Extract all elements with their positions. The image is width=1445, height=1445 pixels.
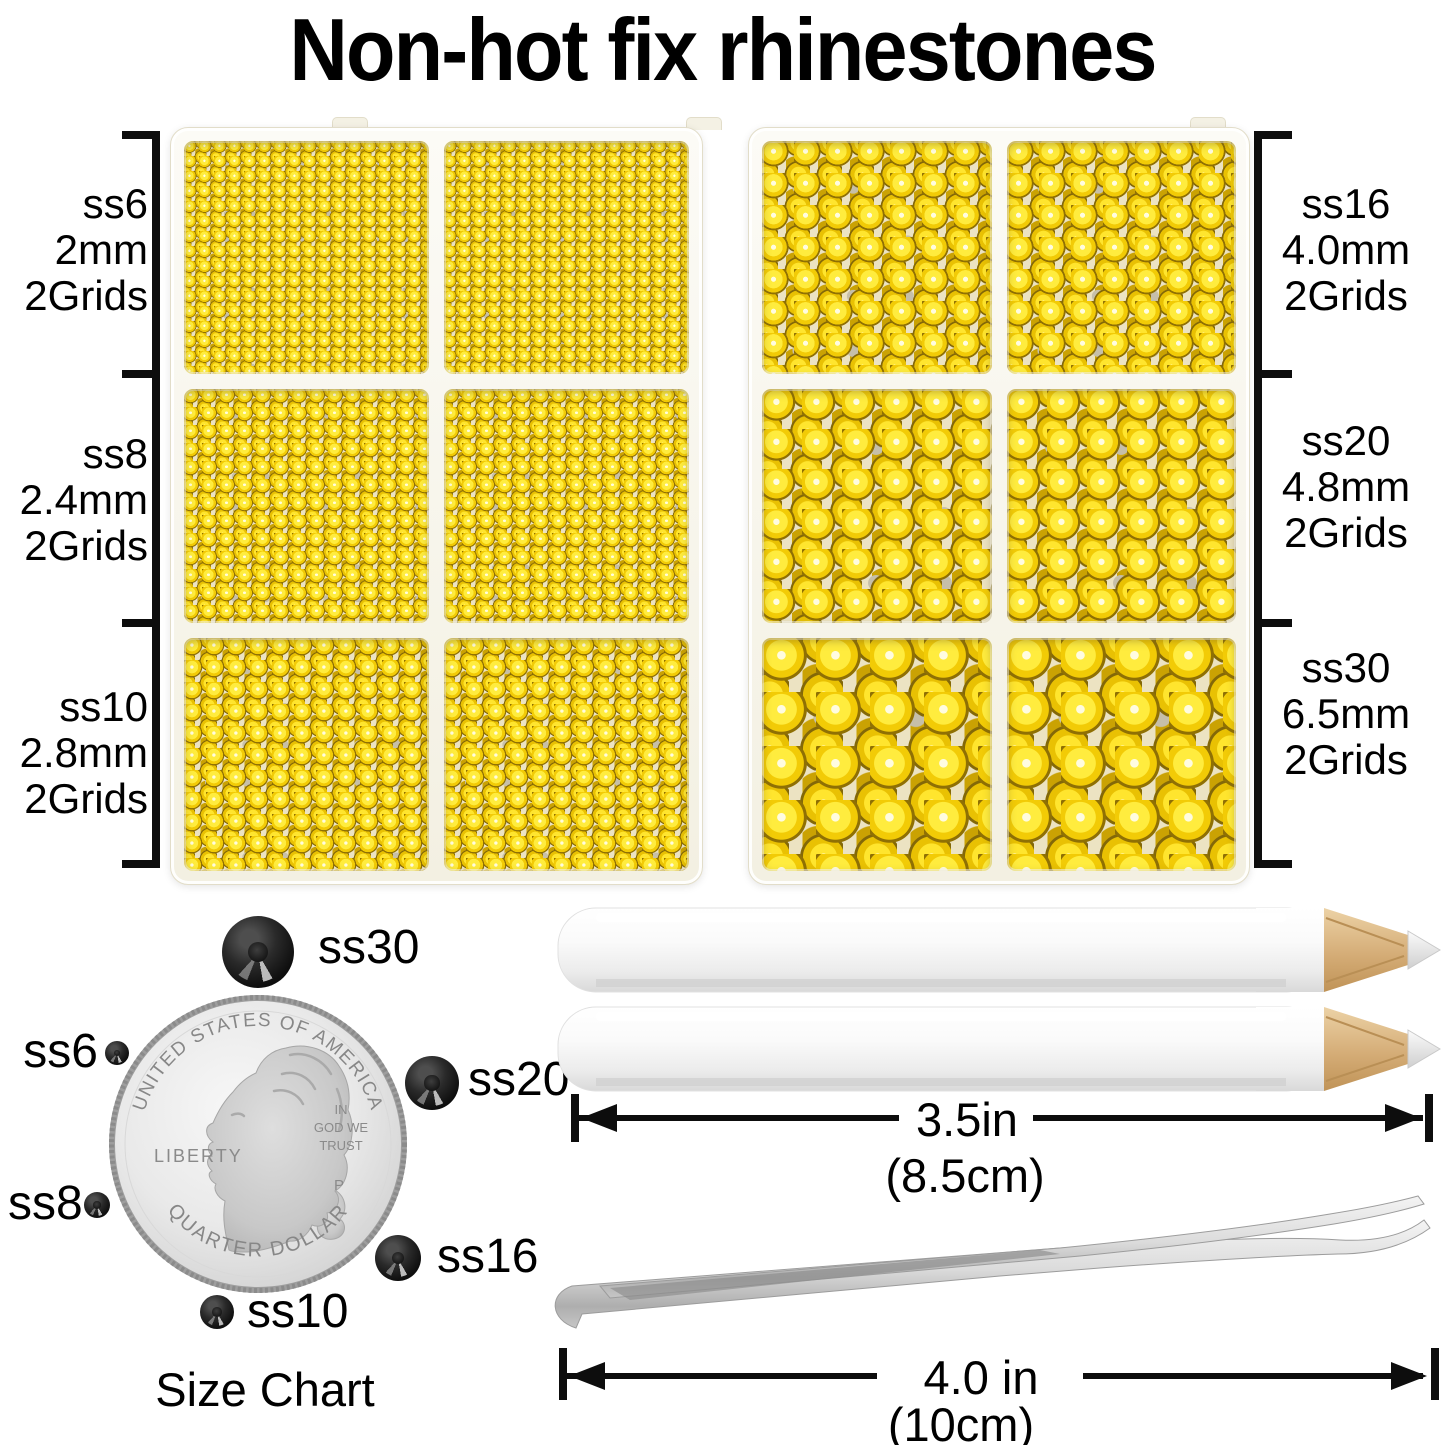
compartment-ss6-2	[444, 141, 689, 375]
compartment-ss10-1	[184, 637, 429, 871]
size-label-ss16: ss16 4.0mm 2Grids	[1268, 181, 1424, 319]
size-grids: 2Grids	[1284, 736, 1408, 783]
coin-mint-mark: P	[334, 1177, 344, 1194]
right-bracket-tick	[1254, 131, 1292, 139]
sample-rhinestone-ss8	[84, 1192, 110, 1218]
dot-label-ss20: ss20	[468, 1053, 570, 1106]
wax-pencil-1	[557, 907, 1441, 993]
measure-end-bar	[1431, 1348, 1439, 1400]
coin-liberty: LIBERTY	[154, 1146, 243, 1166]
washington-profile	[206, 1045, 353, 1253]
sample-rhinestone-ss6	[105, 1041, 129, 1065]
arrow-left	[581, 1104, 617, 1132]
size-label-ss20: ss20 4.8mm 2Grids	[1268, 418, 1424, 556]
size-mm: 4.8mm	[1281, 463, 1411, 510]
size-code: ss16	[1301, 180, 1391, 227]
dot-label-ss16: ss16	[437, 1230, 539, 1283]
dot-label-ss10: ss10	[247, 1285, 349, 1338]
sample-rhinestone-ss10	[200, 1295, 234, 1329]
tweezers-reflection	[610, 1250, 1060, 1300]
pencil-wood-cone	[1324, 908, 1408, 992]
compartment-ss30-2	[1006, 637, 1236, 871]
size-code: ss6	[82, 180, 148, 227]
size-mm: 2.4mm	[19, 476, 148, 523]
rhinestone-box-large-sizes	[748, 127, 1250, 885]
tweezers	[554, 1195, 1431, 1329]
size-mm: 4.0mm	[1281, 226, 1411, 273]
compartment-ss16-2	[1006, 141, 1236, 375]
measure-end-bar	[1425, 1094, 1433, 1142]
left-bracket-tick	[122, 619, 160, 627]
size-code: ss8	[82, 430, 148, 477]
size-mm: 6.5mm	[1281, 690, 1411, 737]
dot-label-ss8: ss8	[8, 1177, 83, 1230]
compartment-ss16-1	[762, 141, 992, 375]
compartment-ss30-1	[762, 637, 992, 871]
coin-motto-line2: GOD WE	[314, 1120, 368, 1135]
left-bracket-tick	[122, 370, 160, 378]
tweezers-measurement: 4.0 in (10cm)	[559, 1348, 1439, 1445]
measure-end-bar	[559, 1348, 567, 1400]
coin-motto-line3: TRUST	[319, 1138, 362, 1153]
sample-rhinestone-ss16	[375, 1235, 421, 1281]
sample-rhinestone-ss20	[405, 1056, 459, 1110]
size-grids: 2Grids	[24, 272, 148, 319]
page-title: Non-hot fix rhinestones	[289, 0, 1157, 99]
left-bracket-line	[152, 131, 160, 868]
size-mm: 2.8mm	[19, 729, 148, 776]
rhinestone-box-small-sizes	[170, 127, 703, 885]
pencil-wax-tip	[1407, 930, 1441, 970]
pencil-wood-cone	[1324, 1007, 1408, 1091]
dot-label-ss6: ss6	[23, 1025, 98, 1078]
compartment-ss20-2	[1006, 389, 1236, 623]
dot-label-ss30: ss30	[318, 921, 420, 974]
right-bracket-line	[1254, 131, 1262, 868]
coin-reeded-edge	[109, 995, 407, 1293]
tweezers-lower-arm	[554, 1219, 1431, 1329]
size-mm: 2mm	[54, 226, 148, 273]
size-chart-caption: Size Chart	[155, 1363, 375, 1416]
box-latch-tab	[686, 117, 722, 130]
tweezer-length-in: 4.0 in	[924, 1351, 1039, 1404]
measure-end-bar	[571, 1094, 579, 1142]
right-bracket-tick	[1254, 860, 1292, 868]
tweezer-length-cm: (10cm)	[888, 1398, 1034, 1445]
size-label-ss6: ss6 2mm 2Grids	[14, 181, 148, 319]
size-label-ss30: ss30 6.5mm 2Grids	[1268, 645, 1424, 783]
size-grids: 2Grids	[24, 775, 148, 822]
size-code: ss20	[1301, 417, 1391, 464]
arrow-right	[1391, 1362, 1427, 1390]
box-latch-tab	[1190, 117, 1226, 130]
size-code: ss10	[59, 683, 148, 730]
size-label-ss8: ss8 2.4mm 2Grids	[14, 431, 148, 569]
pencil-length-in: 3.5in	[916, 1093, 1018, 1146]
compartment-ss10-2	[444, 637, 689, 871]
size-grids: 2Grids	[1284, 272, 1408, 319]
coin-motto-line1: IN	[335, 1102, 348, 1117]
pencil-length-cm: (8.5cm)	[885, 1149, 1044, 1202]
compartment-ss20-1	[762, 389, 992, 623]
wax-pencil-2	[557, 1006, 1441, 1092]
compartment-ss6-1	[184, 141, 429, 375]
size-label-ss10: ss10 2.8mm 2Grids	[14, 684, 148, 822]
box-latch-tab	[332, 117, 368, 130]
compartment-ss8-1	[184, 389, 429, 623]
right-bracket-tick	[1254, 619, 1292, 627]
size-grids: 2Grids	[1284, 509, 1408, 556]
size-grids: 2Grids	[24, 522, 148, 569]
hair-detail	[230, 1052, 343, 1132]
quarter-coin: UNITED STATES OF AMERICA QUARTER DOLLAR …	[109, 995, 407, 1293]
pencil-wax-tip	[1407, 1029, 1441, 1069]
arrow-right	[1385, 1104, 1421, 1132]
arrow-left	[569, 1362, 605, 1390]
right-bracket-tick	[1254, 370, 1292, 378]
left-bracket-tick	[122, 131, 160, 139]
size-code: ss30	[1301, 644, 1391, 691]
left-bracket-tick	[122, 860, 160, 868]
sample-rhinestone-ss30	[222, 916, 294, 988]
pencil-measurement: 3.5in (8.5cm)	[571, 1093, 1433, 1202]
compartment-ss8-2	[444, 389, 689, 623]
